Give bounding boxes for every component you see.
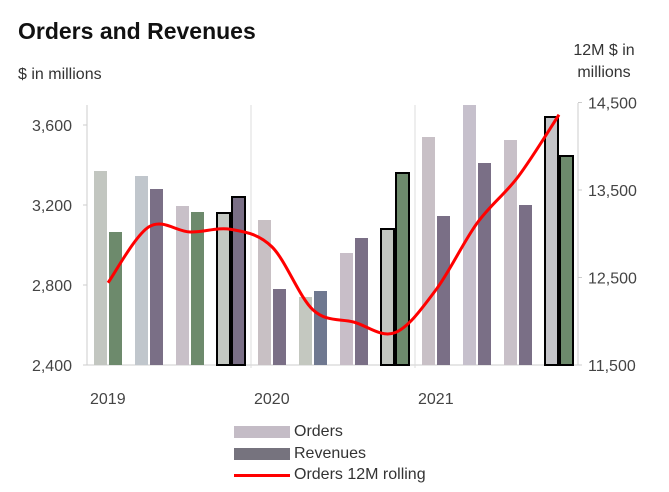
revenues-bar <box>231 196 246 366</box>
revenues-bar <box>191 212 204 365</box>
revenues-bar <box>437 216 450 365</box>
legend-label: Orders 12M rolling <box>294 466 426 483</box>
orders-bar <box>299 297 312 365</box>
legend-revenues: Revenues <box>234 445 366 463</box>
orders-12m-rolling-line <box>106 113 561 336</box>
revenues-bar <box>150 189 163 365</box>
year-label: 2019 <box>90 391 126 408</box>
legend-swatch-rolling <box>234 473 290 477</box>
legend-swatch-revenues <box>234 448 290 460</box>
revenues-bar <box>559 155 574 366</box>
orders-bar <box>380 228 395 366</box>
orders-bar <box>544 116 559 366</box>
orders-bar <box>216 212 231 366</box>
year-label: 2020 <box>254 391 290 408</box>
revenues-bar <box>314 291 327 365</box>
y2-tick-label: 12,500 <box>588 271 637 288</box>
y-tick-label: 3,200 <box>32 198 72 215</box>
right-axis-label: 12M $ in millions <box>573 42 635 81</box>
y-tick-label: 3,600 <box>32 118 72 135</box>
orders-bar <box>504 140 517 365</box>
orders-bar <box>94 171 107 365</box>
orders-bar <box>340 253 353 365</box>
orders-bar <box>422 137 435 365</box>
legend-rolling: Orders 12M rolling <box>234 466 426 484</box>
orders-bar <box>135 176 148 365</box>
orders-bar <box>176 206 189 365</box>
chart-title: Orders and Revenues <box>18 18 256 44</box>
y2-tick-label: 11,500 <box>588 358 636 375</box>
legend-swatch-orders <box>234 426 290 438</box>
y2-tick-label: 13,500 <box>588 183 637 200</box>
legend-orders: Orders <box>234 423 343 441</box>
year-label: 2021 <box>418 391 454 408</box>
legend-label: Revenues <box>294 445 367 462</box>
left-axis-label: $ in millions <box>18 66 102 83</box>
revenues-bar <box>109 232 122 365</box>
legend-label: Orders <box>294 423 343 440</box>
revenues-bar <box>395 172 410 366</box>
y2-tick-label: 14,500 <box>588 96 637 113</box>
revenues-bar <box>519 205 532 365</box>
revenues-bar <box>478 163 491 365</box>
y-tick-label: 2,800 <box>32 278 72 295</box>
revenues-bar <box>273 289 286 365</box>
y-tick-label: 2,400 <box>32 358 72 375</box>
orders-bar <box>258 220 271 365</box>
revenues-bar <box>355 238 368 365</box>
